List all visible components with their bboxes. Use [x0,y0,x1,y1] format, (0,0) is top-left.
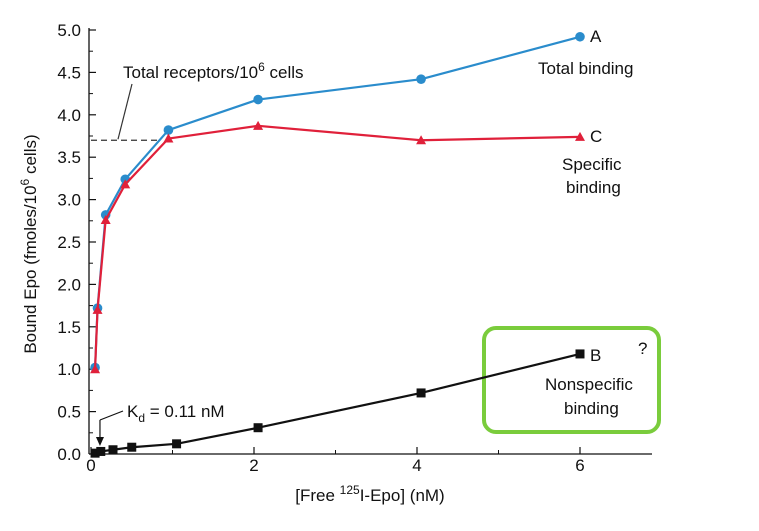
specific-binding-label-2: binding [566,178,621,197]
y-tick-label: 0.5 [57,403,81,422]
nonspecific-binding-label-1: Nonspecific [545,375,633,394]
data-point-c [253,120,264,130]
y-tick-label: 1.5 [57,318,81,337]
x-axis-title: [Free 125I-Epo] (nM) [295,483,444,505]
data-point-b [172,439,182,449]
y-tick-label: 3.5 [57,148,81,167]
series-layer [90,31,585,458]
data-point-b [90,448,100,458]
kd-label: Kd = 0.11 nM [127,402,225,425]
data-point-c [575,131,585,141]
y-tick-label: 2.5 [57,233,81,252]
y-tick-label: 0.0 [57,445,81,464]
x-tick-label: 0 [86,456,95,475]
axes [88,28,652,455]
highlight-box [482,326,661,434]
data-point-a [253,94,263,105]
y-tick-label: 2.0 [57,275,81,294]
y-tick-label: 3.0 [57,191,81,210]
series-c-label: C [590,127,602,146]
data-point-a [575,31,585,42]
total-receptors-label: Total receptors/106 cells [123,60,304,82]
data-point-b [253,423,263,433]
y-tick-label: 4.0 [57,106,81,125]
data-point-c [120,179,131,189]
y-axis-title: Bound Epo (fmoles/106 cells) [18,134,40,353]
series-b-label: B [590,346,601,365]
y-tick-label: 4.5 [57,63,81,82]
data-point-b [575,349,585,359]
nonspecific-binding-label-2: binding [564,399,619,418]
x-tick-label: 6 [575,456,584,475]
data-point-a [163,125,174,135]
data-point-b [108,445,118,455]
question-mark: ? [638,339,647,358]
series-a-label: A [590,27,602,46]
data-point-c [416,135,427,145]
series-line-a [93,35,581,368]
x-tick-label: 4 [412,456,421,475]
specific-binding-label-1: Specific [562,155,622,174]
series-line-c [93,124,581,370]
data-point-b [416,388,426,398]
total-binding-label: Total binding [538,59,633,78]
data-point-c [90,364,101,374]
kd-leader-line [99,410,124,421]
data-point-b [127,442,137,452]
x-tick-label: 2 [249,456,258,475]
data-point-b [96,446,106,456]
y-ticks: 0.0 0.5 1.0 1.5 2.0 2.5 3.0 3.5 4.0 4.5 5.0 [57,21,96,464]
data-point-a [416,74,426,84]
data-point-c [100,214,111,224]
data-point-c [163,133,174,143]
data-point-c [92,304,103,314]
x-ticks: 0 2 4 6 [86,447,585,475]
total-receptors-leader [117,83,133,140]
y-tick-label: 1.0 [57,360,81,379]
y-tick-label: 5.0 [57,21,81,40]
kd-arrow-head [95,437,104,446]
